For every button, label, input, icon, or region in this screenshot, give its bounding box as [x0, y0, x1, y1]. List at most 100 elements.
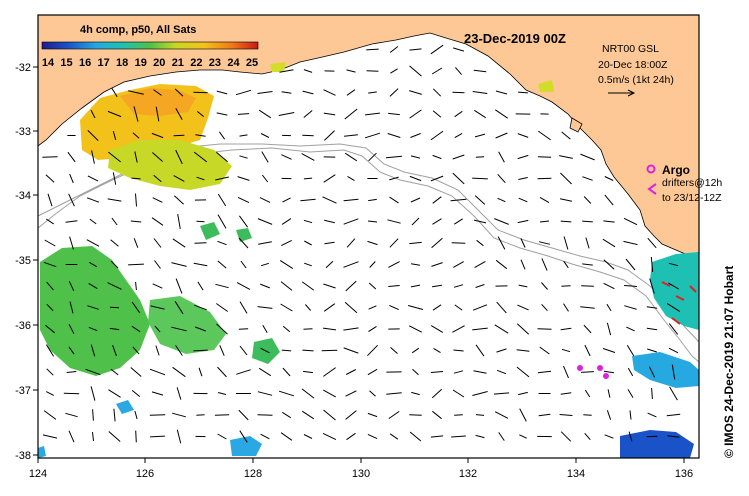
current-arrow — [128, 263, 144, 266]
current-arrow — [432, 218, 442, 225]
current-arrow — [387, 133, 401, 138]
current-arrow — [473, 219, 487, 224]
current-arrow — [563, 365, 569, 379]
drifter-tracks — [661, 281, 697, 325]
current-arrow — [537, 156, 552, 158]
x-tick-label: 134 — [567, 468, 585, 480]
current-arrow — [388, 261, 400, 268]
current-arrow — [666, 413, 681, 417]
current-arrow — [175, 149, 183, 165]
imos-credit: © IMOS 24-Dec-2019 21:07 Hobart — [722, 265, 736, 458]
current-arrow — [155, 345, 160, 356]
current-arrow — [583, 414, 592, 416]
current-arrow — [133, 238, 139, 248]
current-arrow — [46, 368, 54, 376]
current-arrow — [560, 327, 572, 331]
current-arrow — [152, 152, 163, 162]
current-arrow — [345, 280, 357, 292]
current-arrow — [110, 260, 119, 269]
current-arrow — [344, 108, 358, 120]
current-arrow — [282, 411, 291, 419]
current-arrow — [325, 260, 334, 269]
current-arrow — [240, 260, 247, 269]
current-arrow — [667, 435, 680, 438]
current-arrow — [368, 305, 377, 310]
current-arrow — [496, 348, 507, 353]
current-arrow — [368, 198, 377, 202]
current-arrow — [343, 198, 359, 202]
drifter-legend-line1: drifters@12h — [662, 177, 722, 189]
current-arrow — [366, 48, 379, 51]
current-arrow — [257, 391, 273, 396]
current-arrow — [607, 389, 611, 398]
colorbar-tick-label: 22 — [190, 57, 202, 69]
current-arrow — [648, 366, 656, 378]
current-arrow — [651, 387, 653, 400]
current-arrow — [108, 389, 121, 398]
current-arrow — [324, 130, 335, 141]
current-arrow — [153, 238, 162, 248]
current-arrow — [343, 327, 359, 331]
current-arrow — [343, 261, 359, 268]
current-arrow — [368, 152, 377, 162]
sst-patch-cyan-east — [650, 252, 699, 330]
current-arrow — [175, 278, 183, 294]
current-arrow — [150, 435, 165, 438]
current-arrow — [389, 196, 399, 204]
current-arrow — [369, 261, 376, 268]
current-arrow — [324, 219, 335, 224]
current-arrow — [475, 344, 485, 357]
info-time: 20-Dec 18:00Z — [598, 59, 668, 71]
current-arrow — [195, 134, 206, 137]
current-arrow — [496, 301, 507, 314]
current-arrow — [409, 431, 422, 442]
current-arrow — [432, 284, 442, 288]
current-arrow — [473, 370, 487, 374]
current-arrow — [431, 67, 443, 75]
current-arrow — [629, 410, 632, 420]
current-arrow — [239, 301, 248, 314]
current-arrow — [172, 366, 186, 378]
colorbar-tick-label: 15 — [60, 57, 72, 69]
current-arrow — [495, 90, 508, 95]
sst-patch-green-mid — [148, 296, 226, 354]
current-arrow — [518, 284, 528, 288]
current-arrow — [432, 196, 442, 204]
current-arrow — [323, 89, 336, 96]
current-arrow — [46, 218, 54, 225]
current-arrow — [68, 280, 75, 292]
land-peninsula — [569, 117, 583, 133]
current-arrow — [584, 432, 591, 441]
current-arrow — [323, 409, 336, 421]
current-arrow — [112, 130, 117, 141]
current-arrow — [671, 364, 676, 380]
current-arrow — [152, 197, 163, 203]
current-arrow — [280, 432, 293, 441]
current-arrow — [323, 303, 336, 312]
current-arrow — [135, 193, 137, 207]
current-arrow — [109, 327, 120, 331]
current-arrow — [472, 304, 488, 311]
current-arrow — [647, 412, 657, 418]
current-arrow — [173, 175, 185, 182]
current-arrow — [563, 236, 569, 250]
current-arrow — [453, 349, 464, 352]
current-arrow — [131, 325, 141, 333]
current-arrow — [198, 367, 203, 377]
current-arrow — [496, 369, 507, 375]
current-arrow — [560, 431, 572, 442]
current-arrow — [46, 303, 54, 312]
current-arrow — [539, 346, 550, 355]
current-arrow — [455, 67, 462, 75]
current-arrow — [193, 349, 208, 352]
current-arrow — [217, 260, 227, 269]
current-arrow — [518, 197, 528, 203]
current-arrow — [258, 367, 272, 377]
current-arrow — [278, 112, 295, 116]
current-arrow — [453, 370, 464, 374]
current-arrow — [407, 305, 424, 310]
current-arrow — [67, 151, 76, 163]
colorbar-tick-labels: 14 15 16 17 18 19 20 21 22 23 24 25 — [42, 57, 258, 69]
current-arrow — [563, 260, 569, 269]
current-arrow — [475, 434, 485, 439]
